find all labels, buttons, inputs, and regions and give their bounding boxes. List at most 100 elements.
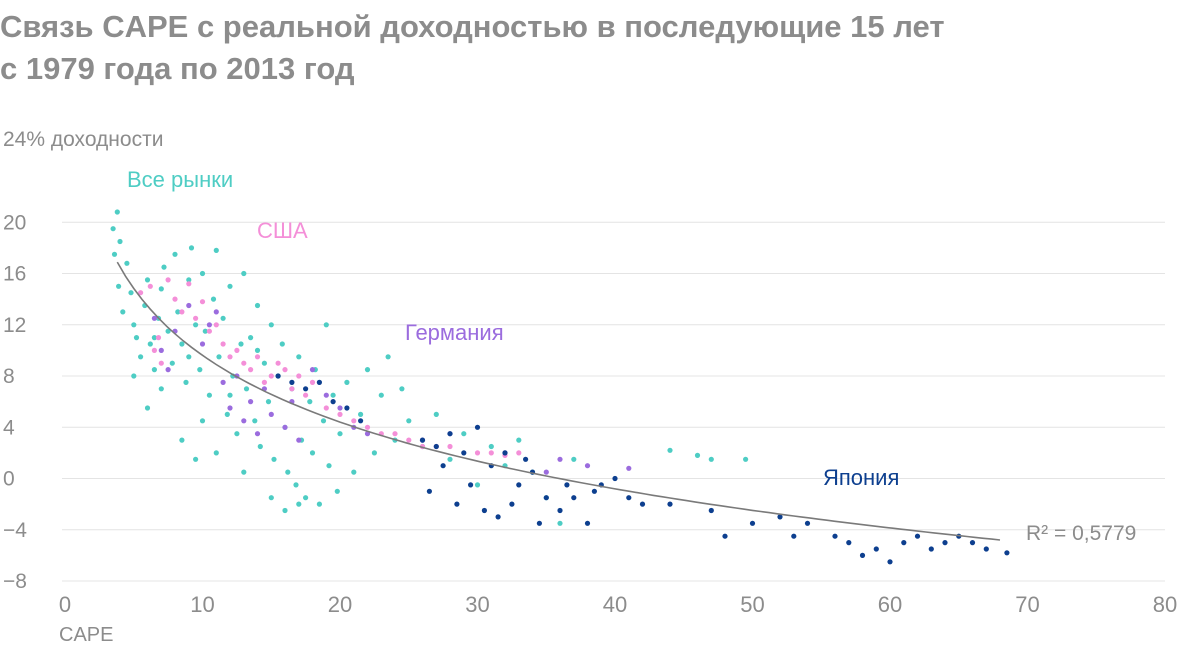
point-japan xyxy=(983,546,989,552)
x-tick-label: 20 xyxy=(328,592,352,617)
point-all-markets xyxy=(193,322,199,328)
point-all-markets xyxy=(279,341,285,347)
point-germany xyxy=(309,367,316,373)
point-all-markets xyxy=(172,251,178,257)
point-all-markets xyxy=(165,328,171,334)
point-all-markets xyxy=(351,469,357,475)
point-all-markets xyxy=(282,507,288,514)
point-all-markets xyxy=(461,431,467,437)
y-tick-label: 20 xyxy=(3,211,26,234)
point-all-markets xyxy=(234,431,240,437)
y-tick-label: 8 xyxy=(3,365,15,388)
point-all-markets xyxy=(337,431,343,437)
x-tick-label: 60 xyxy=(878,592,902,617)
point-usa xyxy=(289,386,295,392)
point-all-markets xyxy=(326,463,332,469)
point-germany xyxy=(241,418,247,424)
point-all-markets xyxy=(708,456,714,462)
point-usa xyxy=(254,354,261,360)
point-all-markets xyxy=(330,392,336,398)
point-japan xyxy=(708,507,714,514)
point-all-markets xyxy=(117,238,123,245)
point-japan xyxy=(447,431,453,437)
point-japan xyxy=(591,488,598,494)
point-all-markets xyxy=(309,450,316,456)
chart-title: Связь CAPE с реальной доходностью в посл… xyxy=(0,6,1190,90)
series-label-usa: США xyxy=(257,218,308,243)
point-all-markets xyxy=(303,495,309,501)
point-japan xyxy=(523,456,529,462)
point-japan xyxy=(804,520,811,526)
point-japan xyxy=(777,514,783,520)
point-japan xyxy=(502,450,508,456)
x-tick-label: 40 xyxy=(603,592,627,617)
point-japan xyxy=(275,373,281,379)
point-japan xyxy=(901,540,907,546)
point-all-markets xyxy=(399,386,405,392)
point-japan xyxy=(481,507,487,514)
point-all-markets xyxy=(516,437,522,443)
point-usa xyxy=(227,354,233,360)
point-all-markets xyxy=(252,418,258,424)
point-all-markets xyxy=(114,209,120,215)
grid-lines xyxy=(62,221,1165,582)
x-tick-labels: 0 10 20 30 40 50 60 70 80 xyxy=(59,592,1177,617)
point-usa xyxy=(158,360,164,366)
point-japan xyxy=(667,501,673,507)
point-usa xyxy=(447,443,453,450)
point-all-markets xyxy=(248,335,254,341)
point-all-markets xyxy=(179,437,185,443)
point-all-markets xyxy=(213,450,219,456)
point-all-markets xyxy=(206,392,212,398)
point-japan xyxy=(419,437,426,443)
point-usa xyxy=(488,450,494,456)
point-all-markets xyxy=(385,354,391,360)
point-germany xyxy=(254,431,261,437)
x-axis-label: CAPE xyxy=(59,624,113,646)
chart-title-line-1: Связь CAPE с реальной доходностью в посл… xyxy=(0,9,945,44)
point-germany xyxy=(220,379,226,385)
point-all-markets xyxy=(213,247,219,253)
point-japan xyxy=(612,475,618,482)
point-japan xyxy=(474,424,481,430)
point-usa xyxy=(248,367,254,373)
point-all-markets xyxy=(227,283,233,289)
trend-line xyxy=(116,261,1001,541)
point-usa xyxy=(172,296,178,302)
point-all-markets xyxy=(285,469,291,475)
point-all-markets xyxy=(254,302,261,309)
point-usa xyxy=(193,315,199,321)
point-all-markets xyxy=(334,488,340,494)
point-japan xyxy=(433,443,439,450)
point-all-markets xyxy=(186,277,192,283)
point-germany xyxy=(626,465,632,471)
point-all-markets xyxy=(320,418,327,424)
point-all-markets xyxy=(188,245,195,251)
point-japan xyxy=(495,514,501,520)
y-tick-label: −8 xyxy=(3,570,27,593)
point-all-markets xyxy=(197,367,203,373)
point-germany xyxy=(186,302,192,309)
point-usa xyxy=(151,347,157,353)
point-japan xyxy=(571,495,577,501)
point-usa xyxy=(155,335,162,341)
point-japan xyxy=(873,546,879,552)
point-japan xyxy=(626,495,632,501)
point-usa xyxy=(220,341,226,347)
point-all-markets xyxy=(344,379,350,385)
point-japan xyxy=(928,546,934,552)
point-japan xyxy=(749,520,756,526)
point-all-markets xyxy=(571,456,577,462)
point-all-markets xyxy=(116,283,122,289)
point-usa xyxy=(179,309,185,315)
y-axis-label: 24% доходности xyxy=(3,128,163,151)
y-tick-label: 4 xyxy=(3,416,15,439)
point-usa xyxy=(213,322,219,328)
point-japan xyxy=(832,533,838,539)
point-usa xyxy=(296,373,302,379)
point-all-markets xyxy=(128,290,134,296)
point-all-markets xyxy=(307,399,313,405)
x-tick-label: 0 xyxy=(59,592,71,617)
point-germany xyxy=(337,405,343,411)
point-japan xyxy=(468,482,474,488)
